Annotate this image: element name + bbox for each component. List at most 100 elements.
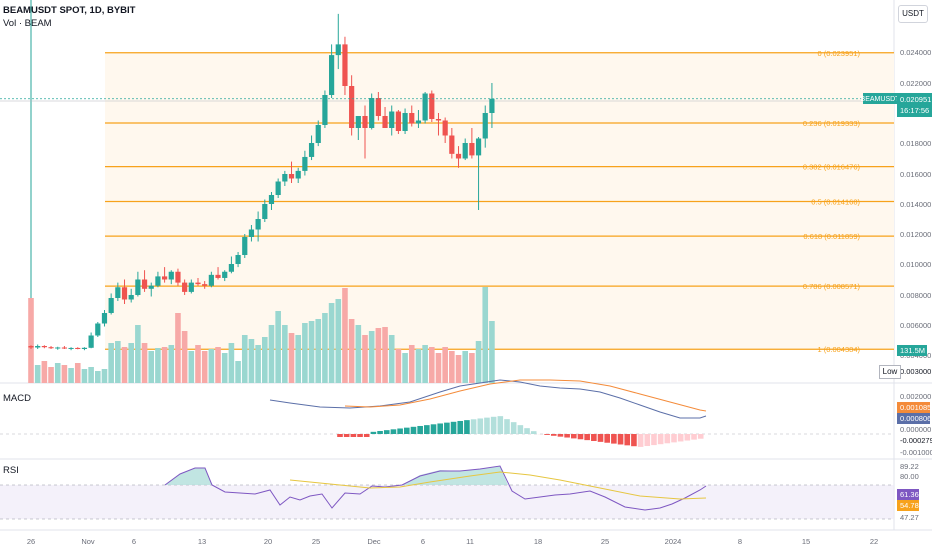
volume-bar — [282, 325, 288, 383]
macd-histogram-bar — [604, 434, 610, 443]
candle-body — [248, 229, 255, 237]
rsi-band — [0, 485, 894, 519]
candle-body — [81, 347, 88, 349]
candle-body — [262, 204, 268, 219]
volume-bar — [429, 347, 435, 383]
time-tick-label: 8 — [738, 537, 742, 546]
volume-bar — [335, 299, 342, 383]
volume-bar — [295, 335, 301, 383]
volume-bar — [422, 345, 428, 383]
volume-bar — [195, 345, 201, 383]
volume-bar — [141, 343, 148, 383]
fib-label: 0.5 (0.014168) — [811, 197, 860, 206]
volume-bar — [368, 331, 375, 383]
time-tick-label: 11 — [466, 537, 474, 546]
macd-legend: MACD — [3, 393, 31, 404]
candle-body — [108, 298, 114, 313]
macd-histogram-bar — [477, 418, 484, 434]
macd-histogram-bar — [464, 420, 470, 434]
candle-body — [242, 237, 248, 255]
volume-bar — [415, 349, 422, 383]
candle-body — [288, 174, 295, 179]
time-tick-label: Nov — [81, 537, 95, 546]
volume-bar — [342, 288, 348, 383]
time-tick-label: 20 — [264, 537, 272, 546]
candle-body — [208, 274, 214, 286]
candle-body — [148, 285, 154, 289]
volume-bar — [235, 361, 241, 383]
volume-bar — [54, 363, 61, 383]
volume-bar — [489, 321, 495, 383]
macd-histogram-bar — [671, 434, 677, 443]
macd-histogram-bar — [404, 427, 410, 434]
macd-histogram-bar — [497, 416, 504, 434]
volume-bar — [288, 333, 295, 383]
candle-body — [88, 335, 94, 348]
volume-bar — [475, 341, 482, 383]
candle-body — [422, 93, 428, 121]
candle-body — [75, 347, 81, 349]
volume-bar — [328, 303, 335, 383]
countdown-label: 16:17:56 — [900, 106, 929, 115]
macd-histogram-bar — [390, 429, 397, 434]
volume-bar — [315, 319, 322, 383]
volume-bar — [469, 353, 475, 383]
macd-histogram-bar — [530, 431, 537, 434]
macd-histogram-bar — [383, 430, 390, 434]
signal-value-badge — [897, 402, 930, 413]
candle-body — [482, 113, 488, 139]
candle-body — [409, 113, 415, 124]
volume-bar — [375, 328, 382, 383]
candle-body — [215, 274, 221, 278]
macd-histogram-bar — [637, 434, 644, 447]
rsi-value-badge — [897, 489, 919, 500]
candle-body — [308, 143, 315, 157]
symbol-badge — [863, 93, 897, 104]
candle-body — [48, 347, 54, 349]
candle-body — [389, 111, 395, 128]
candle-body — [255, 219, 261, 230]
candle-body — [128, 295, 134, 300]
candle-body — [329, 55, 335, 95]
macd-histogram-bar — [363, 434, 370, 437]
time-tick-label: 25 — [312, 537, 320, 546]
macd-histogram-bar — [470, 419, 477, 434]
volume-bar — [88, 367, 94, 383]
macd-histogram-bar — [430, 424, 437, 434]
candle-body — [282, 174, 288, 182]
candle-body — [68, 347, 74, 349]
volume-bar — [388, 335, 395, 383]
volume-badge — [897, 345, 927, 356]
volume-bar — [28, 298, 34, 383]
volume-bar — [74, 363, 81, 383]
macd-histogram-bar — [644, 434, 651, 447]
volume-bar — [228, 343, 235, 383]
volume-bar — [275, 311, 281, 383]
volume-bar — [168, 345, 175, 383]
volume-bar — [115, 341, 121, 383]
currency-button[interactable]: USDT — [898, 5, 928, 23]
time-tick-label: 15 — [802, 537, 810, 546]
macd-histogram-bar — [611, 434, 617, 444]
volume-bar — [435, 353, 442, 383]
volume-bar — [355, 325, 362, 383]
candle-body — [349, 86, 355, 128]
candle-body — [195, 282, 201, 285]
macd-histogram-bar — [664, 434, 671, 444]
price-tick-label: 0.010000 — [900, 260, 931, 269]
macd-histogram-bar — [343, 434, 350, 437]
volume-bar — [108, 343, 114, 383]
candle-body — [95, 323, 101, 336]
volume-bar — [101, 369, 108, 383]
time-tick-label: 13 — [198, 537, 206, 546]
candle-body — [101, 313, 108, 324]
macd-histogram-bar — [577, 434, 584, 440]
volume-bar — [68, 368, 74, 383]
candle-body — [442, 120, 448, 136]
volume-bar — [121, 347, 128, 383]
macd-histogram-bar — [651, 434, 657, 446]
time-tick-label: 6 — [421, 537, 425, 546]
volume-bar — [322, 313, 328, 383]
volume-bar — [81, 369, 88, 383]
